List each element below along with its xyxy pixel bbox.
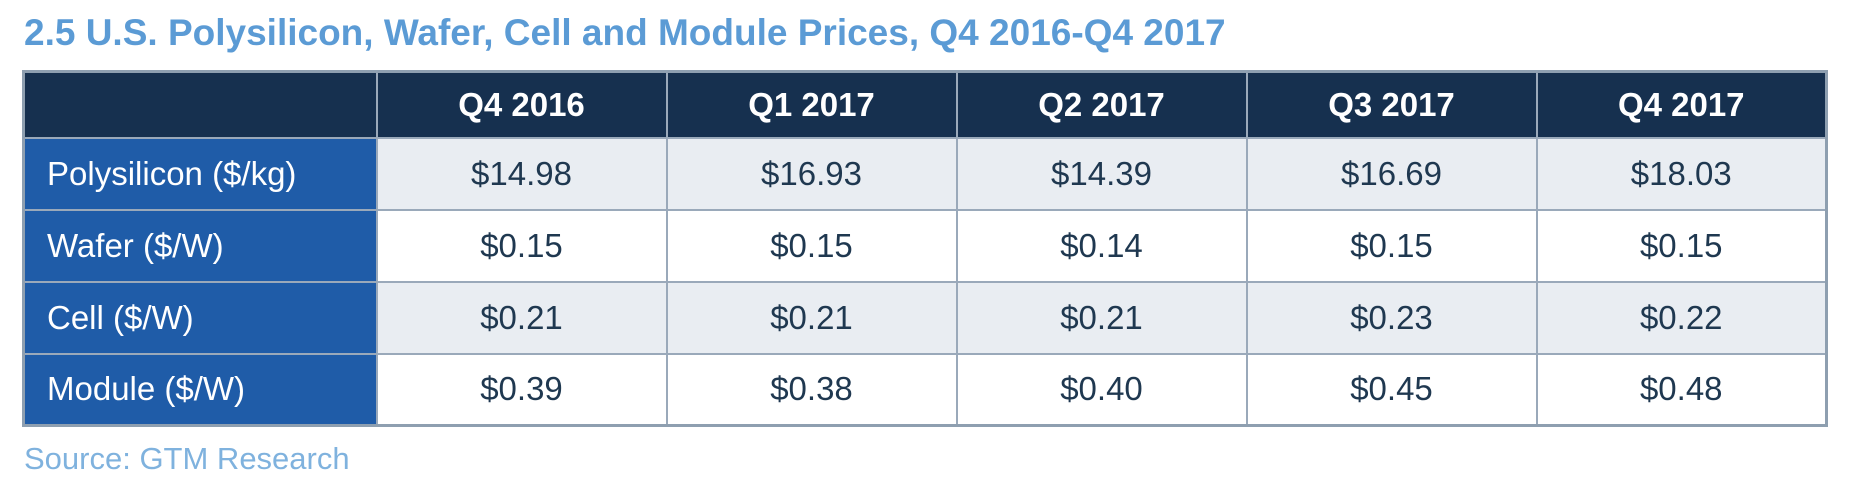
table-row-wafer: Wafer ($/W) $0.15 $0.15 $0.14 $0.15 $0.1… — [22, 208, 1828, 283]
value-cell: $0.14 — [955, 208, 1248, 283]
row-label-module: Module ($/W) — [22, 352, 378, 427]
column-header-q4-2017: Q4 2017 — [1535, 70, 1828, 139]
figure-title: 2.5 U.S. Polysilicon, Wafer, Cell and Mo… — [24, 12, 1226, 53]
row-label-wafer: Wafer ($/W) — [22, 208, 378, 283]
column-header-q2-2017: Q2 2017 — [955, 70, 1248, 139]
value-cell: $0.39 — [375, 352, 668, 427]
table-row-module: Module ($/W) $0.39 $0.38 $0.40 $0.45 $0.… — [22, 352, 1828, 427]
value-cell: $0.15 — [1535, 208, 1828, 283]
value-cell: $0.21 — [375, 280, 668, 355]
value-cell: $0.38 — [665, 352, 958, 427]
value-cell: $0.40 — [955, 352, 1248, 427]
source-note: Source: GTM Research — [24, 441, 350, 476]
value-cell: $0.21 — [665, 280, 958, 355]
value-cell: $0.15 — [1245, 208, 1538, 283]
table-header-row: Q4 2016 Q1 2017 Q2 2017 Q3 2017 Q4 2017 — [22, 70, 1828, 139]
value-cell: $0.21 — [955, 280, 1248, 355]
row-label-polysilicon: Polysilicon ($/kg) — [22, 136, 378, 211]
value-cell: $16.93 — [665, 136, 958, 211]
value-cell: $0.45 — [1245, 352, 1538, 427]
column-header-q1-2017: Q1 2017 — [665, 70, 958, 139]
table-row-cell: Cell ($/W) $0.21 $0.21 $0.21 $0.23 $0.22 — [22, 280, 1828, 355]
column-header-q4-2016: Q4 2016 — [375, 70, 668, 139]
value-cell: $0.48 — [1535, 352, 1828, 427]
value-cell: $0.15 — [375, 208, 668, 283]
value-cell: $0.23 — [1245, 280, 1538, 355]
value-cell: $14.98 — [375, 136, 668, 211]
value-cell: $18.03 — [1535, 136, 1828, 211]
value-cell: $0.15 — [665, 208, 958, 283]
column-header-q3-2017: Q3 2017 — [1245, 70, 1538, 139]
value-cell: $0.22 — [1535, 280, 1828, 355]
value-cell: $14.39 — [955, 136, 1248, 211]
row-label-cell: Cell ($/W) — [22, 280, 378, 355]
corner-cell — [22, 70, 378, 139]
value-cell: $16.69 — [1245, 136, 1538, 211]
table-row-polysilicon: Polysilicon ($/kg) $14.98 $16.93 $14.39 … — [22, 136, 1828, 211]
price-table: Q4 2016 Q1 2017 Q2 2017 Q3 2017 Q4 2017 … — [22, 70, 1828, 427]
